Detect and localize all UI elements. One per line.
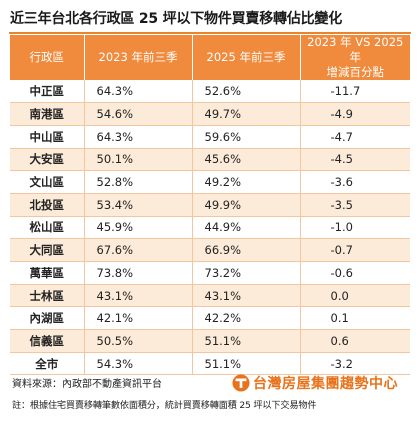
diff-cell: -4.9 xyxy=(300,102,410,126)
table-row: 南港區 54.6% 49.7% -4.9 xyxy=(10,102,410,126)
value-2023-cell: 50.1% xyxy=(84,148,193,172)
title-divider xyxy=(9,32,411,34)
table-row: 內湖區 42.1% 42.2% 0.1 xyxy=(10,306,410,331)
header-diff: 2023 年 VS 2025 年 增減百分點 xyxy=(300,35,410,80)
table-row: 大同區 67.6% 66.9% -0.7 xyxy=(10,238,410,262)
district-cell: 北投區 xyxy=(10,193,85,217)
district-cell: 中山區 xyxy=(10,125,85,149)
district-cell: 萬華區 xyxy=(10,261,85,285)
diff-cell: -4.7 xyxy=(300,125,410,149)
value-2023-cell: 54.6% xyxy=(84,102,193,126)
table-row: 信義區 50.5% 51.1% 0.6 xyxy=(10,329,410,353)
table-body: 中正區 64.3% 52.6% -11.7 南港區 54.6% 49.7% -4.9 中山區 64… xyxy=(10,80,410,376)
header-diff-line1: 2023 年 VS 2025 年 xyxy=(307,35,404,64)
value-2023-cell: 42.1% xyxy=(84,306,193,331)
value-2025-cell: 44.9% xyxy=(192,216,301,240)
brand: 台灣房屋集團趨勢中心 xyxy=(232,373,398,393)
data-table: 行政區 2023 年前三季 2025 年前三季 2023 年 VS 2025 年… xyxy=(10,35,410,376)
table-row: 文山區 52.8% 49.2% -3.6 xyxy=(10,170,410,194)
district-cell: 信義區 xyxy=(10,329,85,353)
district-cell: 大同區 xyxy=(10,238,85,262)
value-2023-cell: 52.8% xyxy=(84,170,193,194)
value-2025-cell: 49.7% xyxy=(192,102,301,126)
value-2023-cell: 45.9% xyxy=(84,216,193,240)
value-2025-cell: 49.9% xyxy=(192,193,301,217)
table-row: 中山區 64.3% 59.6% -4.7 xyxy=(10,125,410,149)
table-row: 萬華區 73.8% 73.2% -0.6 xyxy=(10,261,410,285)
diff-cell: 0.1 xyxy=(300,306,410,331)
diff-cell: -4.5 xyxy=(300,148,410,172)
value-2023-cell: 50.5% xyxy=(84,329,193,353)
value-2025-cell: 43.1% xyxy=(192,284,301,308)
footnote: 註：根據住宅買賣移轉筆數依面積分，統計買賣移轉面積 25 坪以下交易物件 xyxy=(12,400,317,411)
diff-cell: -3.6 xyxy=(300,170,410,194)
brand-name: 台灣房屋集團趨勢中心 xyxy=(253,376,398,392)
header-2025: 2025 年前三季 xyxy=(192,35,301,80)
district-cell: 文山區 xyxy=(10,170,85,194)
district-cell: 中正區 xyxy=(10,80,85,104)
district-cell: 南港區 xyxy=(10,102,85,126)
district-cell: 大安區 xyxy=(10,148,85,172)
header-district: 行政區 xyxy=(10,35,85,80)
district-cell: 內湖區 xyxy=(10,306,85,331)
diff-cell: -3.2 xyxy=(300,352,410,376)
table-row: 士林區 43.1% 43.1% 0.0 xyxy=(10,284,410,308)
value-2023-cell: 67.6% xyxy=(84,238,193,262)
diff-cell: -1.0 xyxy=(300,216,410,240)
value-2023-cell: 53.4% xyxy=(84,193,193,217)
district-cell: 士林區 xyxy=(10,284,85,308)
source-note: 資料來源：內政部不動產資訊平台 xyxy=(12,379,162,390)
value-2025-cell: 66.9% xyxy=(192,238,301,262)
value-2025-cell: 51.1% xyxy=(192,329,301,353)
table-row: 北投區 53.4% 49.9% -3.5 xyxy=(10,193,410,217)
table-row: 中正區 64.3% 52.6% -11.7 xyxy=(10,80,410,104)
diff-cell: -3.5 xyxy=(300,193,410,217)
diff-cell: 0.6 xyxy=(300,329,410,353)
value-2023-cell: 43.1% xyxy=(84,284,193,308)
table-header-row: 行政區 2023 年前三季 2025 年前三季 2023 年 VS 2025 年… xyxy=(10,35,410,80)
header-diff-line2: 增減百分點 xyxy=(326,65,385,79)
value-2025-cell: 51.1% xyxy=(192,352,301,376)
header-2023: 2023 年前三季 xyxy=(84,35,193,80)
diff-cell: -11.7 xyxy=(300,80,410,104)
diff-cell: -0.6 xyxy=(300,261,410,285)
value-2023-cell: 64.3% xyxy=(84,125,193,149)
value-2025-cell: 73.2% xyxy=(192,261,301,285)
value-2023-cell: 73.8% xyxy=(84,261,193,285)
value-2025-cell: 59.6% xyxy=(192,125,301,149)
taiwan-realty-logo-icon xyxy=(232,374,250,392)
table-row: 大安區 50.1% 45.6% -4.5 xyxy=(10,148,410,172)
value-2025-cell: 42.2% xyxy=(192,306,301,331)
district-cell: 松山區 xyxy=(10,216,85,240)
diff-cell: -0.7 xyxy=(300,238,410,262)
value-2023-cell: 54.3% xyxy=(84,352,193,376)
diff-cell: 0.0 xyxy=(300,284,410,308)
page-title: 近三年台北各行政區 25 坪以下物件買賣移轉佔比變化 xyxy=(10,11,343,27)
table-row: 全市 54.3% 51.1% -3.2 xyxy=(10,352,410,376)
value-2025-cell: 45.6% xyxy=(192,148,301,172)
value-2023-cell: 64.3% xyxy=(84,80,193,104)
table-row: 松山區 45.9% 44.9% -1.0 xyxy=(10,216,410,240)
value-2025-cell: 49.2% xyxy=(192,170,301,194)
district-cell: 全市 xyxy=(10,352,85,376)
value-2025-cell: 52.6% xyxy=(192,80,301,104)
